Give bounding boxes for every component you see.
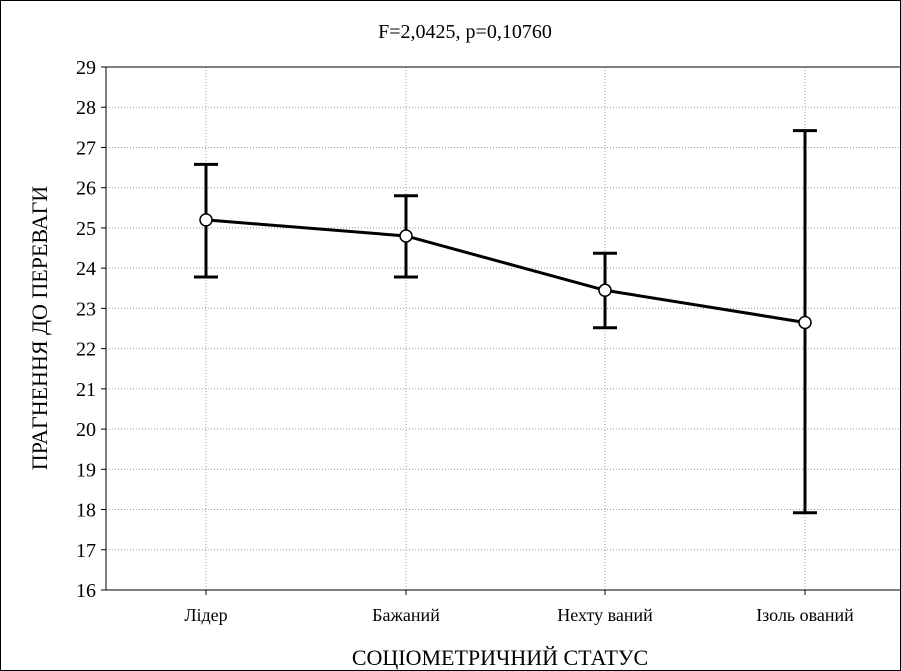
grid-lines (106, 67, 901, 590)
y-tick-label: 26 (76, 178, 96, 200)
data-series (194, 129, 817, 515)
axes: 16 17 18 19 20 21 22 23 24 25 26 27 28 29 Лідер Бажаний… (76, 57, 854, 625)
y-tick-label: 19 (76, 459, 96, 481)
x-tick-label: Ізоль ований (756, 605, 854, 625)
data-point (598, 283, 612, 298)
data-point (399, 229, 413, 243)
y-tick-label: 22 (76, 339, 96, 361)
chart-title: F=2,0425, p=0,10760 (378, 21, 552, 43)
y-tick-label: 16 (76, 580, 96, 602)
y-tick-label: 20 (76, 419, 96, 441)
y-tick-label: 25 (76, 218, 96, 240)
y-tick-label: 17 (76, 540, 96, 562)
y-tick-label: 21 (76, 379, 96, 401)
y-tick-label: 29 (76, 57, 96, 79)
y-tick-label: 18 (76, 500, 96, 522)
y-axis-label: ПРАГНЕННЯ ДО ПЕРЕВАГИ (27, 186, 52, 470)
series-line (205, 218, 806, 324)
plot-area-border (105, 66, 901, 591)
x-axis-label: СОЦІОМЕТРИЧНИЙ СТАТУС (352, 645, 648, 670)
y-tick-label: 23 (76, 298, 96, 320)
x-tick-label: Лідер (184, 605, 227, 625)
y-tick-label: 27 (76, 137, 96, 159)
x-tick-label: Бажаний (372, 605, 440, 625)
y-tick-label: 24 (76, 258, 96, 280)
data-point (199, 213, 213, 227)
x-tick-label: Нехту ваний (557, 605, 653, 625)
y-tick-label: 28 (76, 97, 96, 119)
data-point (798, 315, 812, 330)
